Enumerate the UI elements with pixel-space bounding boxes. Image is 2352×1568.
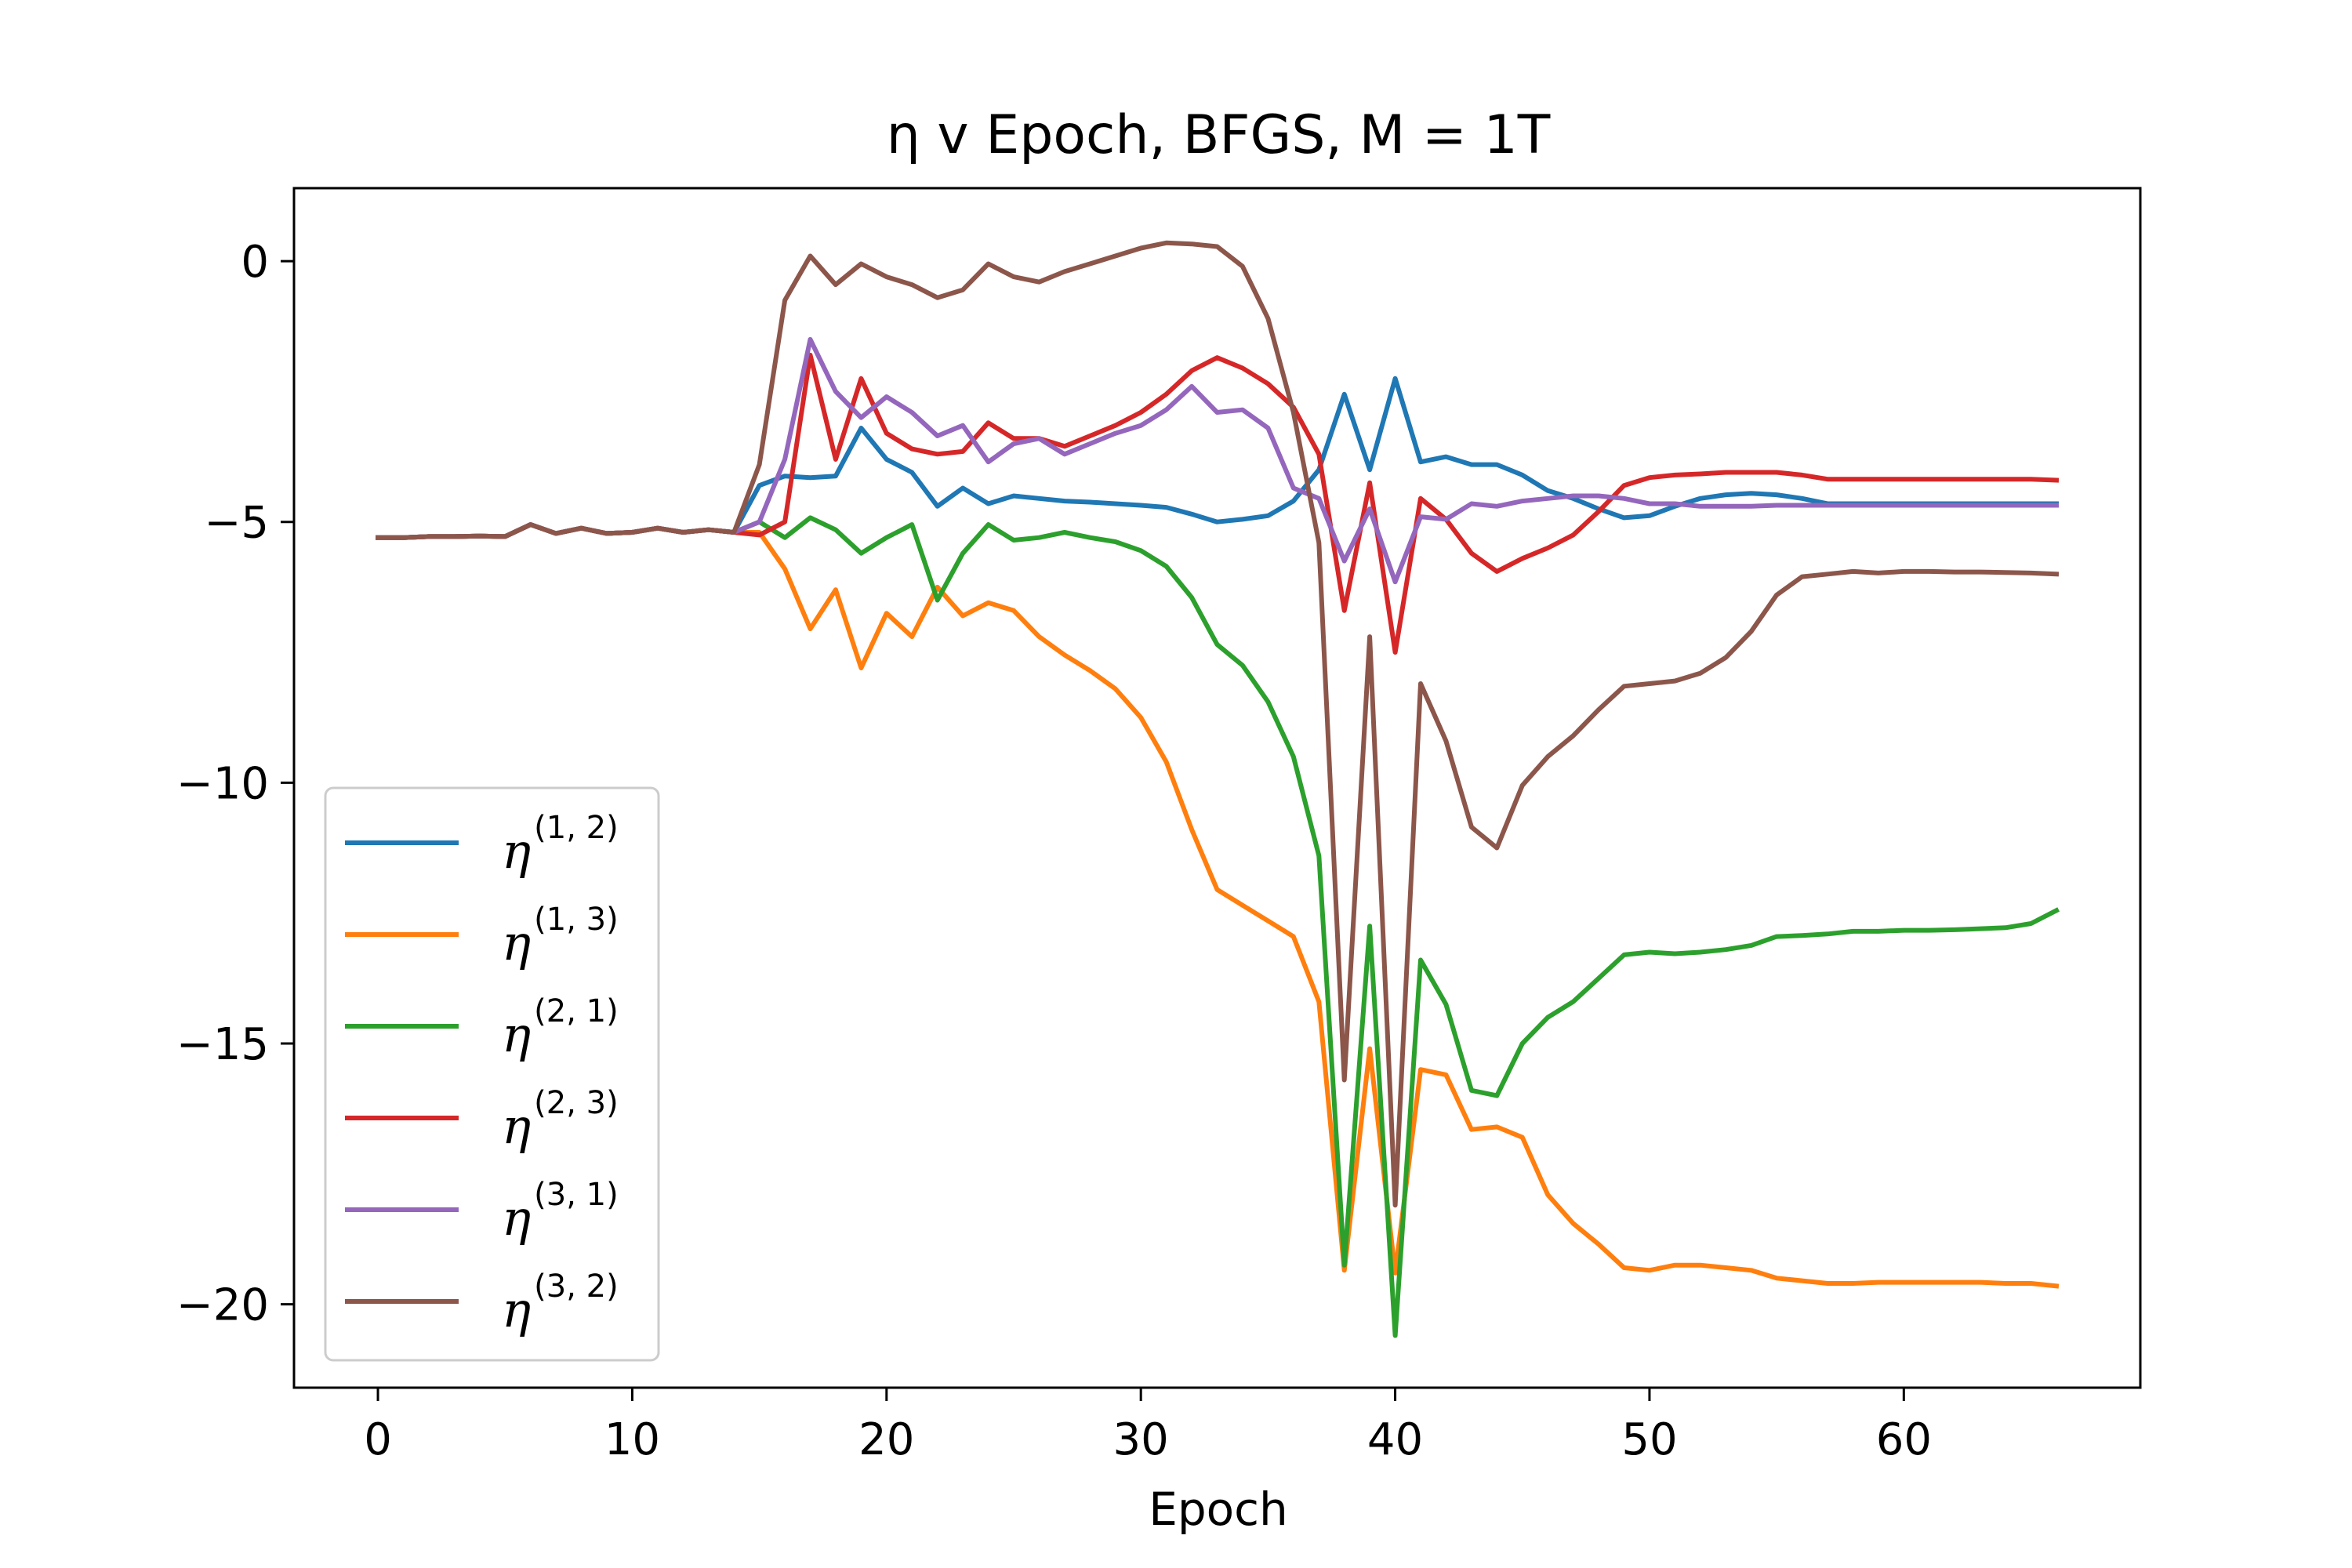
legend-superscript: (1, 3) (534, 902, 619, 938)
legend-superscript: (3, 2) (534, 1269, 619, 1305)
legend-superscript: (3, 1) (534, 1177, 619, 1213)
legend-symbol: η (502, 1006, 531, 1063)
legend-symbol: η (502, 1281, 531, 1338)
y-tick-label: −5 (204, 498, 269, 549)
series-line-5 (376, 240, 2060, 1208)
x-tick-label: 30 (1113, 1414, 1169, 1465)
x-tick-label: 0 (364, 1414, 392, 1465)
x-axis-label: Epoch (1149, 1483, 1288, 1536)
series-group (376, 240, 2060, 1338)
x-tick-label: 10 (604, 1414, 660, 1465)
legend-symbol: η (502, 1098, 531, 1155)
y-tick-label: −10 (176, 758, 269, 809)
legend-symbol: η (502, 1189, 531, 1247)
legend-label-5: η (3, 2) (502, 1269, 619, 1338)
legend-label-2: η (2, 1) (502, 993, 619, 1063)
y-tick-label: 0 (241, 237, 269, 288)
x-tick-label: 50 (1621, 1414, 1677, 1465)
legend-label-4: η (3, 1) (502, 1177, 619, 1247)
plot-frame (292, 187, 2142, 1389)
legend-box (324, 786, 660, 1362)
legend-superscript: (2, 1) (534, 993, 619, 1029)
legend-label-3: η (2, 3) (502, 1085, 619, 1155)
x-axis: 0 10 20 30 40 50 60 (364, 1388, 1932, 1465)
legend-label-1: η (1, 3) (502, 902, 619, 971)
y-tick-label: −20 (176, 1280, 269, 1331)
legend: η (1, 2)η (1, 3)η (2, 1)η (2, 3)η (3, 1)η (3, … (324, 786, 660, 1362)
legend-symbol: η (502, 914, 531, 971)
y-axis: 0 −5 −10 −15 −20 (176, 237, 294, 1331)
legend-symbol: η (502, 822, 531, 880)
x-tick-label: 20 (858, 1414, 914, 1465)
x-tick-label: 40 (1367, 1414, 1423, 1465)
legend-superscript: (1, 2) (534, 810, 619, 846)
x-tick-label: 60 (1876, 1414, 1932, 1465)
chart-title: η v Epoch, BFGS, M = 1T (887, 104, 1551, 166)
y-tick-label: −15 (176, 1019, 269, 1070)
legend-label-0: η (1, 2) (502, 810, 619, 880)
legend-superscript: (2, 3) (534, 1085, 619, 1121)
